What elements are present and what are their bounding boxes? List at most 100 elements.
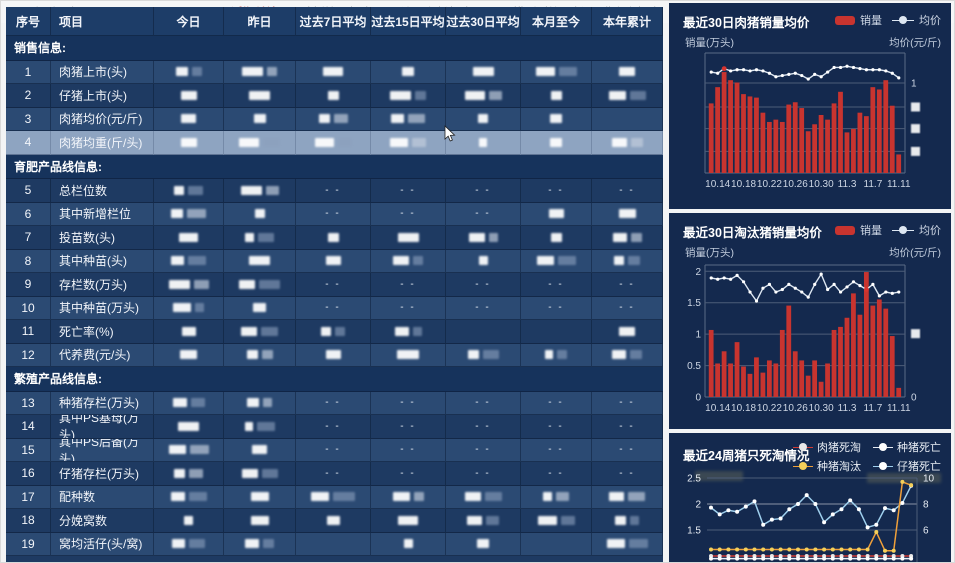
table-row[interactable]: 16 仔猪存栏(万头) - - - - - - - - - - <box>6 462 663 486</box>
table-row[interactable]: 8 其中种苗(头) <box>6 249 663 273</box>
legend-item-sales[interactable]: 销量 <box>835 222 882 238</box>
table-row[interactable]: 7 投苗数(头) <box>6 226 663 250</box>
value-cell <box>296 60 371 84</box>
legend-label: 均价 <box>919 225 941 237</box>
mortality-chart-plot[interactable]: 2.5 10 2 8 1.5 6 <box>677 473 943 563</box>
row-number: 13 <box>6 391 51 415</box>
svg-text:1.5: 1.5 <box>687 298 701 309</box>
redacted-value <box>614 256 624 266</box>
table-header-row: 序号 项目 今日 昨日 过去7日平均 过去15日平均 过去30日平均 本月至今 本年累计 <box>6 7 663 36</box>
table-row[interactable]: 3 肉猪均价(元/斤) <box>6 107 663 131</box>
row-label: 仔猪存栏(万头) <box>51 462 154 486</box>
redacted-value <box>263 398 272 408</box>
value-cell <box>154 320 224 344</box>
redacted-value <box>543 492 552 502</box>
table-row[interactable]: 1 肉猪上市(头) <box>6 60 663 84</box>
value-cell: - - <box>521 391 592 415</box>
redacted-value <box>337 137 352 147</box>
value-cell <box>592 532 663 556</box>
redacted-value <box>325 350 341 360</box>
table-row[interactable]: 15 其中PS后备(万头) - - - - - - - - - - <box>6 438 663 462</box>
redacted-value <box>256 421 275 431</box>
redacted-value <box>174 468 185 478</box>
value-cell <box>446 107 521 131</box>
value-cell <box>592 202 663 226</box>
value-cell: - - <box>371 462 446 486</box>
table-row[interactable]: 19 窝均活仔(头/窝) <box>6 532 663 556</box>
value-cell <box>371 509 446 533</box>
table-row[interactable]: 18 分娩窝数 <box>6 509 663 533</box>
redacted-value <box>488 90 502 100</box>
table-row[interactable]: 13 种猪存栏(万头) - - - - - - - - - - <box>6 391 663 415</box>
value-cell <box>371 131 446 155</box>
value-cell <box>592 343 663 367</box>
legend-item-1[interactable]: 种猪死亡 <box>873 439 941 455</box>
svg-text:8: 8 <box>923 500 929 511</box>
no-data-dashes: - - <box>400 302 416 314</box>
row-number: 17 <box>6 485 51 509</box>
redacted-value <box>261 468 278 478</box>
no-data-dashes: - - <box>325 397 341 409</box>
table-row[interactable]: 6 其中新增栏位 - - - - - - <box>6 202 663 226</box>
legend-item-sales[interactable]: 销量 <box>835 12 882 28</box>
chart-legend[interactable]: 肉猪死淘 种猪死亡种猪淘汰 仔猪死亡 <box>781 439 941 477</box>
value-cell <box>371 343 446 367</box>
line-dot-swatch-icon <box>793 462 813 471</box>
redacted-value <box>393 256 409 266</box>
redacted-value <box>550 232 562 242</box>
no-data-dashes: - - <box>548 278 564 290</box>
table-row[interactable]: 2 仔猪上市(头) <box>6 84 663 108</box>
table-row[interactable]: 9 存栏数(万头) - - - - - - - - - - <box>6 273 663 297</box>
svg-text:10.30: 10.30 <box>809 403 834 414</box>
redacted-value <box>630 137 643 147</box>
no-data-dashes: - - <box>325 444 341 456</box>
legend-item-avg-price[interactable]: 均价 <box>892 12 941 28</box>
pig-sales-chart-plot[interactable]: 10.14 10.18 10.22 10.26 10.30 11.3 11.7 11.11 1 <box>677 47 943 205</box>
redacted-value <box>318 114 330 124</box>
value-cell <box>592 107 663 131</box>
table-row[interactable]: 17 配种数 <box>6 485 663 509</box>
svg-text:0: 0 <box>695 393 701 404</box>
legend-item-2[interactable]: 种猪淘汰 <box>793 458 861 474</box>
no-data-dashes: - - <box>400 420 416 432</box>
no-data-dashes: - - <box>475 278 491 290</box>
chart-legend[interactable]: 销量 均价 <box>825 222 941 238</box>
table-row[interactable]: 10 其中种苗(万头) - - - - - - - - - - <box>6 296 663 320</box>
legend-label: 种猪死亡 <box>897 442 941 454</box>
redacted-value <box>608 90 626 100</box>
table-row[interactable]: 11 死亡率(%) <box>6 320 663 344</box>
no-data-dashes: - - <box>475 208 491 220</box>
redacted-value <box>628 492 645 502</box>
redacted-value <box>245 539 259 549</box>
redacted-value <box>477 539 489 549</box>
redacted-value <box>253 303 266 313</box>
mouse-cursor-icon <box>444 125 456 142</box>
value-cell <box>592 84 663 108</box>
table-row[interactable]: 12 代养费(元/头) <box>6 343 663 367</box>
redacted-value <box>189 445 209 455</box>
chart-title: 最近30日淘汰猪销量均价 <box>683 226 822 240</box>
row-label: 存栏数(万头) <box>51 273 154 297</box>
redacted-value <box>261 350 273 360</box>
table-row[interactable]: 4 肉猪均重(斤/头) <box>6 131 663 155</box>
legend-label: 仔猪死亡 <box>897 461 941 473</box>
value-cell <box>521 320 592 344</box>
redacted-value <box>173 303 191 313</box>
svg-text:10: 10 <box>923 474 935 485</box>
chart-legend[interactable]: 销量 均价 <box>825 12 941 28</box>
value-cell: - - <box>296 391 371 415</box>
value-cell: - - <box>371 438 446 462</box>
legend-item-0[interactable]: 肉猪死淘 <box>793 439 861 455</box>
no-data-dashes: - - <box>619 397 635 409</box>
row-label: 肉猪上市(头) <box>51 60 154 84</box>
table-row[interactable]: 14 其中PS基母(万头) - - - - - - - - - - <box>6 415 663 439</box>
no-data-dashes: - - <box>619 467 635 479</box>
value-cell <box>371 84 446 108</box>
table-row[interactable]: 5 总栏位数 - - - - - - - - - - <box>6 179 663 203</box>
cull-sales-chart-plot[interactable]: 10.14 10.18 10.22 10.26 10.30 11.3 11.7 11.11 2 1… <box>677 259 943 423</box>
legend-item-avg-price[interactable]: 均价 <box>892 222 941 238</box>
legend-item-3[interactable]: 仔猪死亡 <box>873 458 941 474</box>
value-cell: - - <box>446 179 521 203</box>
column-header: 项目 <box>51 7 154 36</box>
no-data-dashes: - - <box>325 208 341 220</box>
